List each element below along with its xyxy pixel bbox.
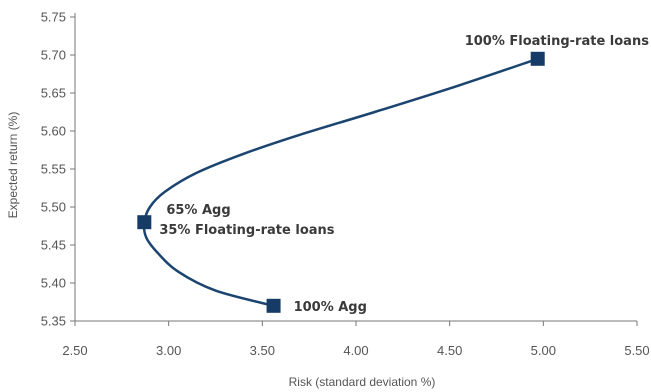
- data-point-label: 65% Agg: [166, 203, 230, 218]
- y-axis: 5.35 5.40 5.45 5.50 5.55 5.60 5.65 5.70 5.75: [41, 10, 76, 329]
- y-tick-label: 5.50: [41, 200, 66, 215]
- y-tick-label: 5.40: [41, 276, 66, 291]
- y-tick-label: 5.70: [41, 48, 66, 63]
- x-tick-label: 5.50: [624, 343, 649, 358]
- frontier-line: [142, 57, 539, 308]
- data-point-label: 35% Floating-rate loans: [159, 223, 334, 238]
- y-tick-label: 5.60: [41, 124, 66, 139]
- y-tick-label: 5.75: [41, 10, 66, 25]
- x-tick-label: 3.50: [250, 343, 275, 358]
- data-point-marker: [530, 51, 545, 66]
- x-axis-title: Risk (standard deviation %): [289, 375, 436, 389]
- y-tick-label: 5.65: [41, 86, 66, 101]
- data-point-label: 100% Floating-rate loans: [465, 34, 650, 49]
- x-tick-label: 3.00: [156, 343, 181, 358]
- data-point-label: 100% Agg: [294, 300, 367, 315]
- y-tick-label: 5.45: [41, 238, 66, 253]
- x-axis: 2.50 3.00 3.50 4.00 4.50 5.00 5.50: [62, 320, 650, 358]
- x-tick-label: 2.50: [62, 343, 87, 358]
- y-tick-label: 5.35: [41, 314, 66, 329]
- data-point-marker: [266, 298, 281, 313]
- x-tick-label: 5.00: [531, 343, 556, 358]
- x-tick-label: 4.00: [343, 343, 368, 358]
- x-tick-label: 4.50: [437, 343, 462, 358]
- data-point-marker: [137, 215, 152, 230]
- y-axis-title: Expected return (%): [6, 112, 20, 219]
- plot-area: 100% Agg 65% Agg 35% Floating-rate loans 10…: [137, 34, 649, 315]
- y-tick-label: 5.55: [41, 162, 66, 177]
